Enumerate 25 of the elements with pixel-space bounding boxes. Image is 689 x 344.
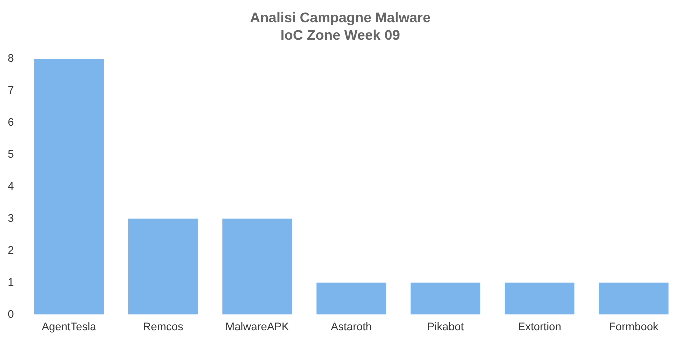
bar bbox=[128, 218, 198, 315]
y-tick-label: 7 bbox=[8, 85, 14, 98]
x-tick-label: AgentTesla bbox=[42, 321, 98, 334]
y-tick-label: 4 bbox=[8, 180, 14, 193]
chart-title: Analisi Campagne Malware bbox=[250, 10, 431, 26]
chart-subtitle: IoC Zone Week 09 bbox=[280, 27, 400, 44]
x-tick-label: Formbook bbox=[609, 321, 660, 334]
y-tick-label: 3 bbox=[8, 212, 14, 225]
bar bbox=[34, 59, 104, 315]
x-tick-label: Pikabot bbox=[427, 321, 464, 334]
y-tick-label: 1 bbox=[8, 276, 14, 289]
x-tick-label: MalwareAPK bbox=[226, 321, 290, 334]
x-tick-label: Extortion bbox=[518, 321, 562, 334]
bar bbox=[599, 282, 669, 315]
bar bbox=[222, 218, 292, 315]
y-tick-label: 0 bbox=[8, 308, 14, 321]
x-tick-label: Astaroth bbox=[331, 321, 372, 334]
y-tick-label: 5 bbox=[8, 148, 14, 161]
y-tick-label: 6 bbox=[8, 116, 14, 129]
y-tick-label: 8 bbox=[8, 53, 14, 66]
x-tick-label: Remcos bbox=[143, 321, 184, 334]
bar bbox=[410, 282, 481, 315]
bar bbox=[504, 282, 575, 315]
bar bbox=[316, 282, 386, 315]
y-tick-label: 2 bbox=[8, 244, 14, 257]
